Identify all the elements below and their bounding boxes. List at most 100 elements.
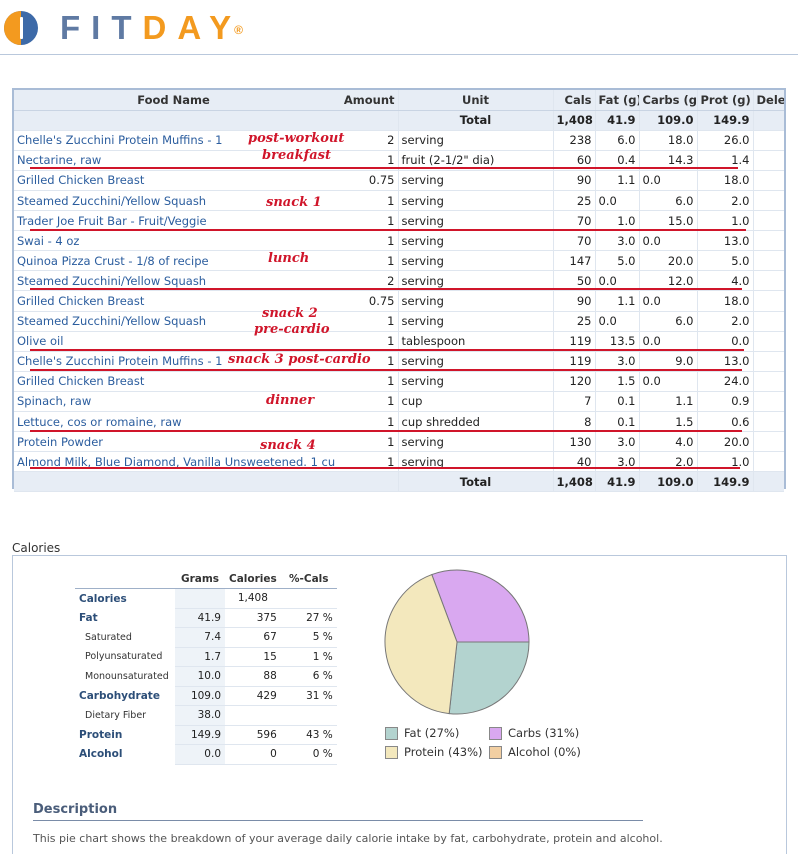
nutrient-label: Protein bbox=[79, 728, 123, 741]
food-name-text[interactable]: Steamed Zucchini/Yellow Squash bbox=[17, 193, 207, 208]
delete-cell[interactable] bbox=[752, 391, 784, 413]
food-name-link[interactable]: Lettuce, cos or romaine, raw bbox=[14, 411, 336, 433]
nutrient-label: Calories bbox=[79, 592, 127, 605]
food-carbs-cell: 6.0 bbox=[638, 311, 697, 332]
note-snack-4: snack 4 bbox=[260, 438, 316, 453]
food-carbs-cell: 0.0 bbox=[638, 230, 697, 252]
food-unit-cell: serving bbox=[397, 290, 553, 312]
food-name-text[interactable]: Steamed Zucchini/Yellow Squash bbox=[17, 314, 207, 329]
nutrient-pct-cell: 1 % bbox=[280, 647, 337, 667]
food-prot-cell: 26.0 bbox=[696, 130, 753, 151]
nutrient-grams-cell: 0.0 bbox=[175, 744, 225, 765]
food-unit-cell: serving bbox=[397, 250, 553, 272]
food-amount-cell: 1 bbox=[336, 351, 398, 372]
delete-cell[interactable] bbox=[752, 371, 784, 392]
delete-cell[interactable] bbox=[752, 210, 784, 232]
food-name-text[interactable]: Grilled Chicken Breast bbox=[17, 173, 145, 188]
food-name-link[interactable]: Almond Milk, Blue Diamond, Vanilla Unswe… bbox=[14, 451, 336, 473]
food-prot-cell: 1.4 bbox=[696, 150, 753, 171]
delete-cell[interactable] bbox=[752, 190, 784, 212]
food-name-link[interactable]: Quinoa Pizza Crust - 1/8 of recipe bbox=[14, 250, 336, 272]
food-name-text[interactable]: Lettuce, cos or romaine, raw bbox=[17, 414, 182, 429]
delete-cell[interactable] bbox=[752, 150, 784, 171]
food-row: Spinach, raw 1 cup 7 0.1 1.1 0.9 bbox=[14, 391, 784, 413]
food-name-link[interactable]: Chelle's Zucchini Protein Muffins - 1 bbox=[14, 130, 336, 151]
nutrient-row: Monounsaturated 10.0 88 6 % bbox=[75, 666, 337, 687]
food-carbs-cell: 0.0 bbox=[638, 290, 697, 312]
col-carbs: Carbs (g) bbox=[638, 90, 697, 111]
delete-cell[interactable] bbox=[752, 451, 784, 473]
food-name-link[interactable]: Trader Joe Fruit Bar - Fruit/Veggie bbox=[14, 210, 336, 232]
food-name-text[interactable]: Nectarine, raw bbox=[17, 153, 102, 168]
food-name-text[interactable]: Chelle's Zucchini Protein Muffins - 1 bbox=[17, 354, 223, 369]
food-name-text[interactable]: Quinoa Pizza Crust - 1/8 of recipe bbox=[17, 253, 209, 268]
total-prot: 149.9 bbox=[696, 110, 753, 131]
food-name-text[interactable]: Swai - 4 oz bbox=[17, 233, 80, 248]
nutrient-label: Polyunsaturated bbox=[85, 651, 163, 663]
meal-divider-line bbox=[30, 288, 742, 290]
fitday-logo[interactable]: FITDAY® bbox=[4, 6, 243, 50]
food-row: Grilled Chicken Breast 0.75 serving 90 1.1 0.… bbox=[14, 170, 784, 191]
delete-cell[interactable] bbox=[752, 250, 784, 272]
food-name-link[interactable]: Spinach, raw bbox=[14, 391, 336, 413]
food-name-text[interactable]: Chelle's Zucchini Protein Muffins - 1 bbox=[17, 133, 223, 148]
legend-label: Protein (43%) bbox=[404, 745, 483, 759]
nutrient-calories-cell: 429 bbox=[225, 686, 281, 706]
food-name-text[interactable]: Olive oil bbox=[17, 334, 64, 349]
food-name-text[interactable]: Spinach, raw bbox=[17, 394, 92, 409]
nutrient-calories-cell: 1,408 bbox=[225, 588, 281, 609]
food-name-text[interactable]: Grilled Chicken Breast bbox=[17, 293, 145, 308]
food-cals-cell: 7 bbox=[552, 391, 595, 413]
note-pre-cardio: pre-cardio bbox=[254, 322, 330, 337]
food-name-text[interactable]: Almond Milk, Blue Diamond, Vanilla Unswe… bbox=[17, 454, 336, 469]
delete-cell[interactable] bbox=[752, 290, 784, 312]
food-name-link[interactable]: Chelle's Zucchini Protein Muffins - 1 bbox=[14, 351, 336, 372]
delete-cell[interactable] bbox=[752, 130, 784, 151]
nutrient-calories-cell: 67 bbox=[225, 627, 281, 648]
nutrient-grams-cell: 41.9 bbox=[175, 608, 225, 628]
food-unit-cell: serving bbox=[397, 190, 553, 212]
food-prot-cell: 0.6 bbox=[696, 411, 753, 433]
food-prot-cell: 0.9 bbox=[696, 391, 753, 413]
delete-cell[interactable] bbox=[752, 270, 784, 292]
food-cals-cell: 119 bbox=[552, 351, 595, 372]
nutrient-pct-cell: 43 % bbox=[280, 725, 337, 745]
delete-cell[interactable] bbox=[752, 351, 784, 372]
food-name-link[interactable]: Steamed Zucchini/Yellow Squash bbox=[14, 270, 336, 292]
delete-cell[interactable] bbox=[752, 431, 784, 453]
food-name-text[interactable]: Protein Powder bbox=[17, 434, 104, 449]
food-name-link[interactable]: Grilled Chicken Breast bbox=[14, 371, 336, 392]
legend-label: Fat (27%) bbox=[404, 726, 460, 740]
food-name-link[interactable]: Grilled Chicken Breast bbox=[14, 170, 336, 191]
food-fat-cell: 3.0 bbox=[594, 451, 639, 473]
legend-label: Alcohol (0%) bbox=[508, 745, 581, 759]
description-divider bbox=[33, 820, 643, 821]
nutrient-calories-cell bbox=[225, 705, 281, 726]
food-name-text[interactable]: Trader Joe Fruit Bar - Fruit/Veggie bbox=[17, 213, 207, 228]
food-carbs-cell: 6.0 bbox=[638, 190, 697, 212]
food-name-link[interactable]: Olive oil bbox=[14, 331, 336, 352]
food-fat-cell: 0.0 bbox=[594, 270, 639, 292]
food-row: Almond Milk, Blue Diamond, Vanilla Unswe… bbox=[14, 451, 784, 473]
food-name-link[interactable]: Protein Powder bbox=[14, 431, 336, 453]
delete-cell[interactable] bbox=[752, 411, 784, 433]
fitday-wordmark: FITDAY® bbox=[60, 9, 243, 46]
nutrient-label: Monounsaturated bbox=[85, 670, 169, 682]
delete-cell[interactable] bbox=[752, 311, 784, 332]
food-name-text[interactable]: Steamed Zucchini/Yellow Squash bbox=[17, 273, 207, 288]
delete-cell[interactable] bbox=[752, 170, 784, 191]
food-unit-cell: serving bbox=[397, 371, 553, 392]
food-fat-cell: 13.5 bbox=[594, 331, 639, 352]
food-name-link[interactable]: Steamed Zucchini/Yellow Squash bbox=[14, 311, 336, 332]
food-fat-cell: 0.1 bbox=[594, 411, 639, 433]
delete-cell[interactable] bbox=[752, 331, 784, 352]
food-name-link[interactable]: Swai - 4 oz bbox=[14, 230, 336, 252]
delete-cell[interactable] bbox=[752, 230, 784, 252]
food-name-link[interactable]: Steamed Zucchini/Yellow Squash bbox=[14, 190, 336, 212]
food-unit-cell: serving bbox=[397, 210, 553, 232]
food-cals-cell: 25 bbox=[552, 311, 595, 332]
total-fat: 41.9 bbox=[594, 110, 639, 131]
food-name-text[interactable]: Grilled Chicken Breast bbox=[17, 374, 145, 389]
food-name-link[interactable]: Grilled Chicken Breast bbox=[14, 290, 336, 312]
food-name-link[interactable]: Nectarine, raw bbox=[14, 150, 336, 171]
